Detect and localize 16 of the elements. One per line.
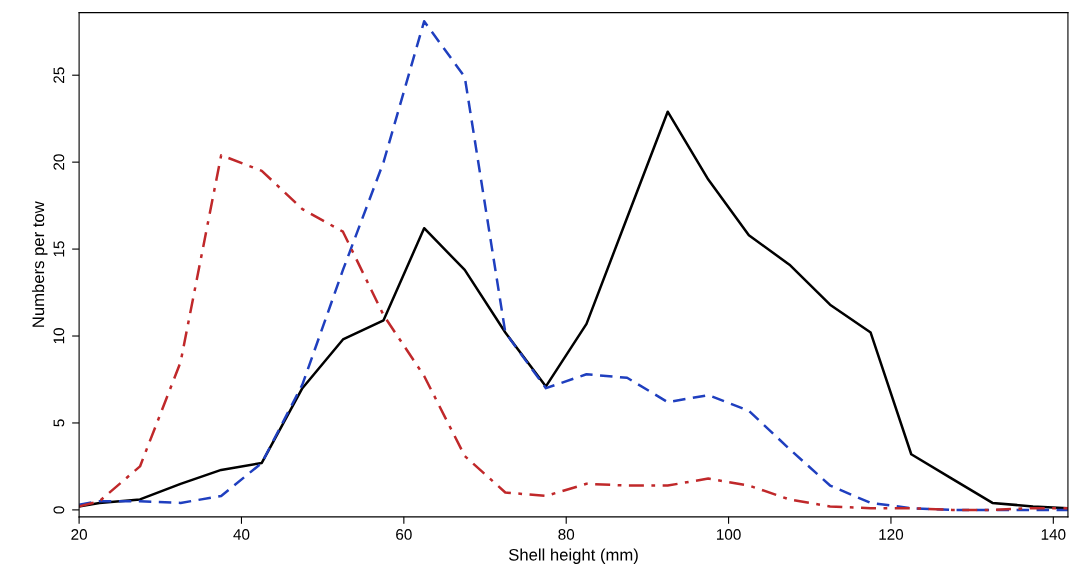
x-tick-label: 120 bbox=[879, 529, 904, 540]
x-tick-label: 100 bbox=[717, 529, 741, 540]
line-series bbox=[79, 20, 1068, 512]
y-tick-label: 25 bbox=[53, 67, 65, 83]
y-tick-label: 0 bbox=[53, 506, 65, 514]
y-tick-label: 5 bbox=[53, 419, 65, 427]
x-tick-label: 80 bbox=[558, 529, 575, 540]
x-tick-label: 40 bbox=[233, 529, 250, 540]
y-tick-label: 15 bbox=[53, 241, 65, 257]
x-tick-label: 20 bbox=[71, 529, 88, 540]
x-tick-label: 140 bbox=[1041, 529, 1066, 540]
y-tick-label: 20 bbox=[53, 154, 65, 170]
y-tick-label: 10 bbox=[53, 328, 65, 344]
y-axis-title: Numbers per tow bbox=[31, 201, 48, 327]
x-axis-title: Shell height (mm) bbox=[508, 548, 638, 564]
x-tick-label: 60 bbox=[396, 529, 412, 540]
